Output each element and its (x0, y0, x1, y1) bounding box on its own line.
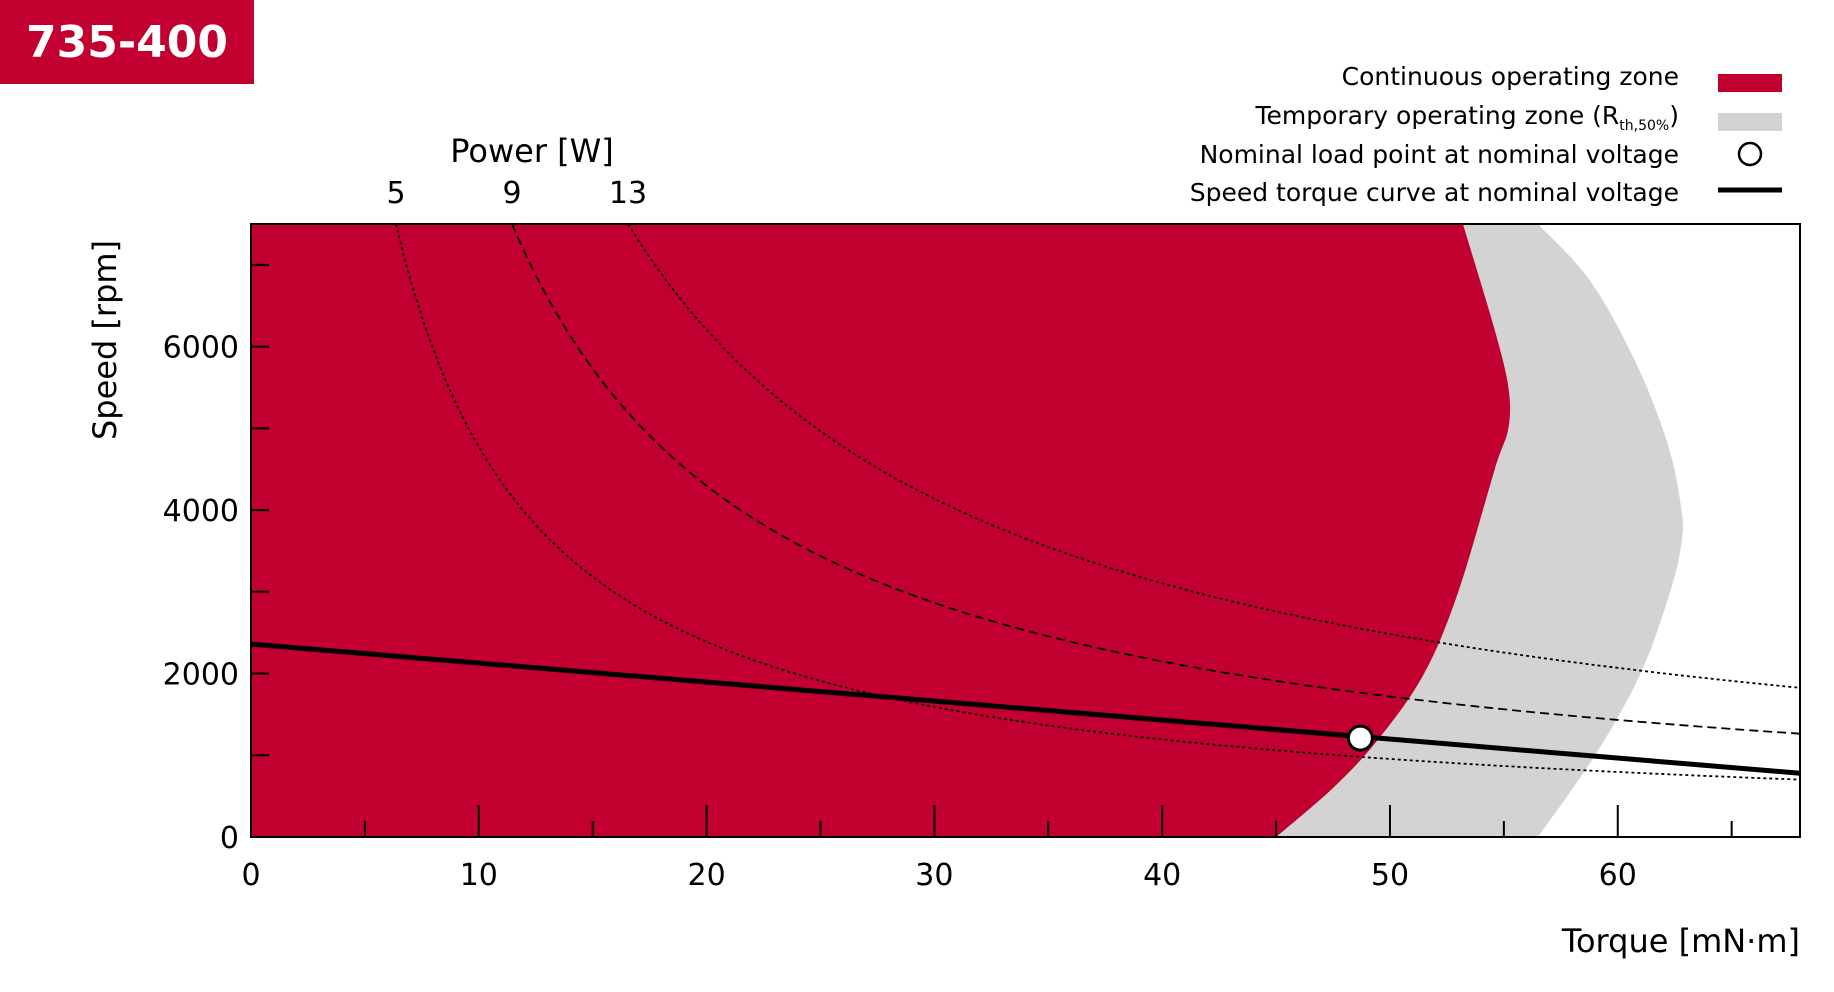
legend-temporary-close: ) (1669, 101, 1679, 130)
power-label-5w: 5 (386, 176, 405, 211)
x-tick-label: 60 (1599, 858, 1637, 893)
power-curve-5w (395, 224, 1800, 781)
y-tick-label: 4000 (163, 494, 239, 529)
legend-swatch-continuous (1718, 74, 1782, 92)
x-tick-label: 20 (687, 858, 725, 893)
x-axis-title: Torque [mN·m] (1561, 922, 1800, 960)
legend-marker-nominal-point (1737, 141, 1763, 167)
power-curve-labels: 5 9 13 (386, 176, 647, 211)
y-axis: 0 2000 4000 6000 (163, 263, 269, 856)
legend-label-nominal-point: Nominal load point at nominal voltage (1200, 140, 1679, 169)
legend-temporary-main: Temporary operating zone (R (1254, 101, 1619, 130)
power-curve-13w (627, 224, 1800, 689)
model-badge-label: 735-400 (26, 17, 228, 68)
legend-label-speed-torque: Speed torque curve at nominal voltage (1190, 178, 1679, 207)
x-tick-label: 40 (1143, 858, 1181, 893)
x-tick-label: 50 (1371, 858, 1409, 893)
continuous-operating-zone (251, 224, 1511, 837)
y-axis-title: Speed [rpm] (86, 240, 124, 440)
x-tick-label: 0 (241, 858, 260, 893)
legend-temporary-subscript: th,50% (1619, 118, 1669, 134)
plot-frame (250, 223, 1801, 838)
legend-label-continuous: Continuous operating zone (1342, 62, 1679, 91)
model-badge-background (0, 0, 254, 84)
legend: Continuous operating zone Temporary oper… (1190, 62, 1782, 207)
power-label-9w: 9 (502, 176, 521, 211)
x-axis: 0 10 20 30 40 50 60 (241, 805, 1733, 893)
power-label-13w: 13 (609, 176, 647, 211)
nominal-point-group (1346, 724, 1374, 752)
power-axis-title: Power [W] (450, 132, 614, 170)
y-tick-label: 0 (220, 821, 239, 856)
speed-torque-curve-group (251, 641, 1800, 776)
operating-zones (251, 224, 1684, 837)
legend-swatch-temporary (1718, 113, 1782, 131)
power-curves (395, 224, 1800, 781)
y-tick-label: 2000 (163, 658, 239, 693)
power-curve-9w (511, 224, 1800, 735)
model-badge: 735-400 (0, 0, 254, 84)
x-tick-label: 10 (460, 858, 498, 893)
legend-label-temporary: Temporary operating zone (Rth,50%) (1254, 101, 1679, 134)
speed-torque-curve (251, 641, 1800, 776)
nominal-load-point (1346, 724, 1374, 752)
x-tick-label: 30 (915, 858, 953, 893)
y-tick-label: 6000 (163, 331, 239, 366)
